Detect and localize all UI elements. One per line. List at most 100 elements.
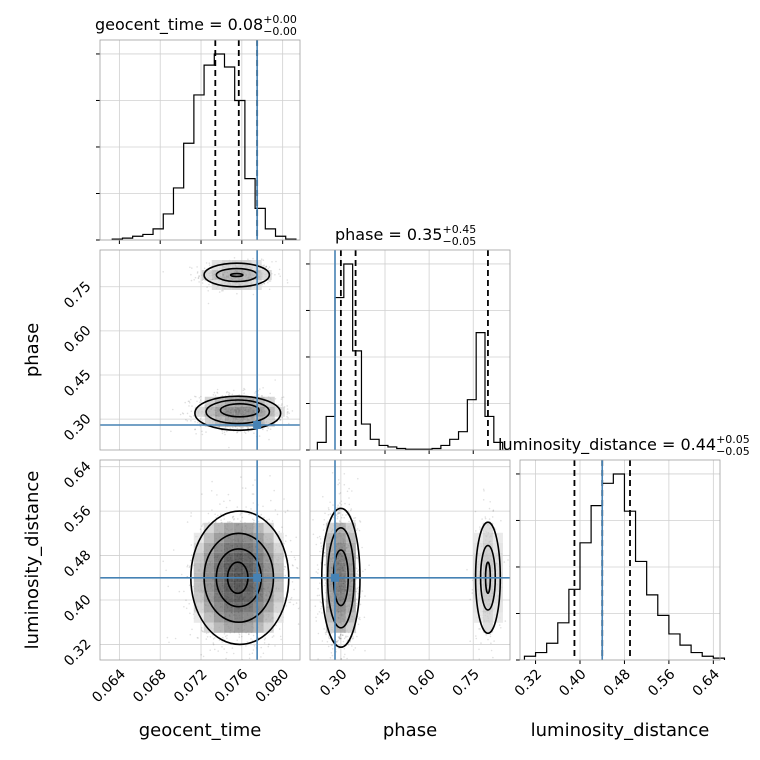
sample-point	[303, 412, 305, 414]
sample-point	[262, 428, 264, 431]
sample-point	[346, 640, 349, 642]
sample-point	[263, 638, 266, 641]
sample-point	[221, 641, 223, 643]
sample-point	[269, 428, 272, 430]
sample-point	[342, 640, 345, 643]
sample-point	[223, 633, 226, 635]
sample-point	[190, 419, 192, 422]
sample-point	[220, 663, 222, 665]
sample-point	[283, 565, 286, 568]
sample-point	[223, 648, 225, 650]
sample-point	[320, 545, 323, 548]
sample-point	[318, 611, 321, 613]
density-cell	[193, 582, 204, 593]
sample-point	[253, 519, 255, 522]
sample-point	[329, 513, 332, 515]
sample-point	[350, 660, 352, 662]
sample-point	[248, 513, 250, 516]
sample-point	[339, 502, 341, 504]
density-cell	[221, 270, 232, 280]
sample-point	[223, 500, 225, 503]
sample-point	[269, 392, 271, 395]
sample-point	[368, 564, 370, 566]
sample-point	[328, 670, 330, 672]
sample-point	[162, 560, 164, 563]
sample-point	[232, 652, 235, 655]
density-cell	[273, 592, 284, 603]
sample-point	[188, 566, 191, 568]
sample-point	[191, 405, 193, 407]
sample-point	[190, 515, 192, 517]
sample-point	[202, 523, 204, 526]
sample-point	[324, 512, 326, 515]
density-cell	[204, 406, 215, 417]
sample-point	[182, 412, 185, 415]
sample-point	[342, 697, 344, 699]
sample-point	[231, 393, 234, 396]
density-cell	[335, 542, 346, 553]
sample-point	[340, 658, 343, 660]
density-cell	[243, 532, 254, 543]
y-axis-label: phase	[22, 323, 43, 377]
sample-point	[190, 279, 193, 282]
sample-point	[197, 277, 200, 279]
density-cell	[345, 622, 356, 633]
sample-point	[266, 429, 268, 432]
sample-point	[352, 636, 354, 638]
sample-point	[482, 499, 485, 501]
density-cell	[492, 532, 503, 543]
title-lower-error: −0.05	[442, 235, 476, 248]
sample-point	[214, 513, 216, 516]
sample-point	[352, 637, 355, 640]
sample-point	[257, 394, 260, 396]
sample-point	[469, 640, 471, 642]
sample-point	[265, 265, 268, 268]
sample-point	[279, 418, 281, 421]
sample-point	[197, 277, 200, 279]
sample-point	[272, 635, 275, 637]
density-cell	[335, 602, 346, 613]
sample-point	[194, 395, 196, 398]
sample-point	[338, 506, 341, 508]
sample-point	[292, 603, 295, 606]
sample-point	[471, 592, 474, 594]
sample-point	[358, 617, 360, 620]
sample-point	[332, 510, 335, 512]
sample-point	[357, 592, 359, 595]
y-tick-label: 0.60	[61, 323, 94, 356]
histogram-steps-geocent_time	[111, 53, 297, 240]
density-cell	[243, 542, 254, 553]
sample-point	[212, 642, 215, 644]
density-cell	[264, 416, 275, 427]
sample-point	[210, 669, 212, 671]
sample-point	[306, 580, 308, 582]
sample-point	[250, 508, 252, 510]
sample-point	[274, 509, 277, 511]
sample-point	[252, 649, 255, 651]
sample-point	[336, 513, 339, 516]
sample-point	[224, 433, 226, 436]
sample-point	[279, 635, 282, 638]
density-cell	[233, 552, 244, 563]
sample-point	[289, 539, 292, 542]
density-cell	[253, 532, 264, 543]
density-panel-phase-luminosity_distance	[309, 459, 511, 699]
sample-point	[198, 422, 201, 425]
sample-point	[320, 602, 323, 604]
sample-point	[195, 433, 197, 435]
density-cell	[482, 522, 493, 533]
x-tick-label: 0.56	[645, 666, 678, 699]
density-cell	[345, 562, 356, 573]
sample-point	[193, 415, 195, 417]
density-cell	[244, 416, 255, 427]
density-cell	[213, 552, 224, 563]
sample-point	[321, 612, 323, 614]
sample-point	[167, 585, 169, 588]
sample-point	[188, 405, 190, 407]
sample-point	[286, 281, 289, 284]
sample-point	[236, 431, 238, 434]
sample-point	[162, 271, 164, 273]
density-cell	[472, 582, 483, 593]
sample-point	[286, 413, 289, 415]
sample-point	[336, 506, 339, 509]
